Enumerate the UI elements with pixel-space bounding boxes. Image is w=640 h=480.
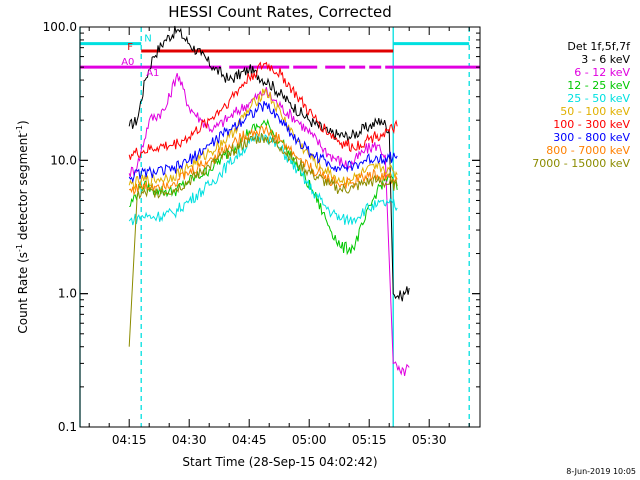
y-axis-label: Count Rate (s-1 detector segment-1) — [15, 120, 30, 333]
y-axis-label-mid: detector segment — [16, 133, 30, 244]
y-tick-label: 0.1 — [58, 420, 77, 434]
legend-header: Det 1f,5f,7f — [567, 40, 631, 53]
state-bar-label-a1: A1 — [146, 68, 159, 79]
legend-item-6: 300 - 800 keV — [553, 131, 630, 144]
series-line-7 — [128, 124, 398, 196]
state-bar-label-a0: A0 — [121, 57, 134, 68]
series-line-6 — [128, 101, 398, 184]
legend-item-5: 100 - 300 keV — [553, 118, 630, 131]
legend-item-4: 50 - 100 keV — [560, 105, 630, 118]
legend-item-3: 25 - 50 keV — [567, 92, 630, 105]
x-tick-label: 05:00 — [292, 433, 327, 447]
legend-item-8: 7000 - 15000 keV — [532, 157, 630, 170]
series-line-2 — [129, 118, 398, 256]
y-axis-label-end: ) — [16, 120, 30, 125]
series-line-8 — [128, 132, 398, 347]
series-line-3 — [128, 133, 398, 226]
x-tick-label: 04:45 — [232, 433, 267, 447]
y-tick-label: 1.0 — [58, 287, 77, 301]
x-tick-label: 05:15 — [352, 433, 387, 447]
legend-item-0: 3 - 6 keV — [581, 53, 630, 66]
state-bar-label-n: N — [144, 34, 151, 45]
x-axis: 04:15 04:30 04:45 05:00 05:15 05:30 — [88, 27, 470, 447]
y-tick-label: 10.0 — [50, 153, 77, 167]
y-axis-label-sup2: -1 — [15, 125, 24, 133]
legend-item-1: 6 - 12 keV — [574, 66, 630, 79]
x-tick-label: 04:30 — [172, 433, 207, 447]
y-axis-label-main: Count Rate (s — [16, 252, 30, 334]
state-bar-label-f: F — [127, 42, 133, 53]
plot-frame — [79, 26, 481, 428]
series-line-4 — [128, 88, 398, 191]
y-axis-label-sup1: -1 — [15, 244, 24, 252]
legend-item-7: 800 - 7000 keV — [546, 144, 630, 157]
y-axis: 0.1 1.0 10.0 100.0 — [43, 20, 480, 434]
x-axis-label: Start Time (28-Sep-15 04:02:42) — [182, 455, 377, 469]
x-tick-label: 04:15 — [112, 433, 147, 447]
x-tick-label: 05:30 — [412, 433, 447, 447]
plot-area: NF A0 A1 — [79, 25, 480, 427]
legend-item-2: 12 - 25 keV — [567, 79, 630, 92]
series-line-5 — [128, 61, 398, 160]
chart-title: HESSI Count Rates, Corrected — [168, 3, 392, 21]
y-tick-label: 100.0 — [43, 20, 77, 34]
footer-date: 8-Jun-2019 10:05 — [566, 467, 636, 476]
series-line-1 — [128, 73, 410, 376]
